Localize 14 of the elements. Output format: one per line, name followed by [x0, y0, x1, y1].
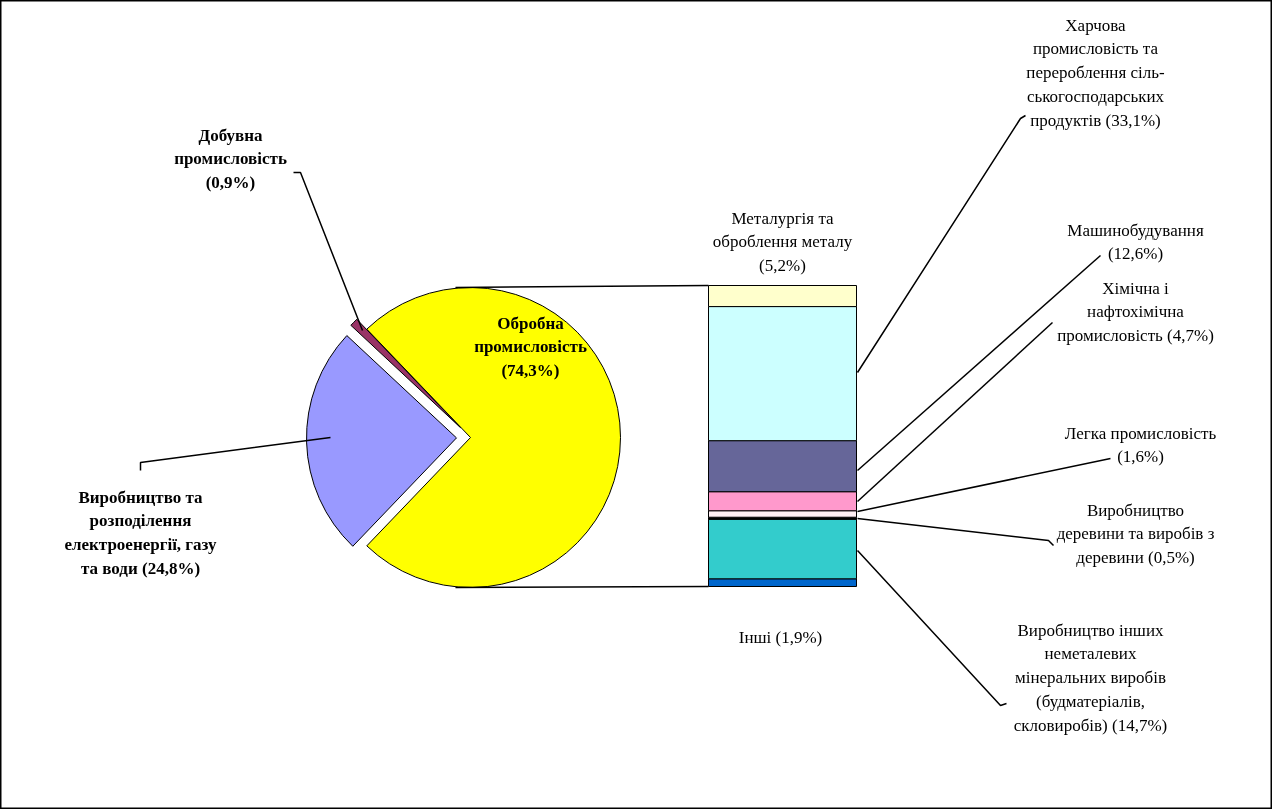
text: Інші (1,9%): [738, 627, 823, 647]
slice-label: Виробництво та розподілення електроенергії, газу та води (24,8%): [64, 487, 218, 578]
text: Легка промисловість: [1064, 423, 1217, 443]
data-label: (5,2%): [759, 256, 806, 275]
text: Виробництво деревини та виробів з деревини (0,5%): [1056, 500, 1215, 567]
slice-label: Обробна промисловість (74,3%): [474, 313, 587, 380]
data-label: (1,6%): [1117, 447, 1164, 467]
text: Машинобудування: [1067, 220, 1204, 240]
slice-label: Добувна промисловість (0,9%): [174, 125, 287, 192]
text: Металургія та оброблення металу: [712, 208, 853, 252]
text: Хімічна і нафтохімічна промисловість (4,7%): [1057, 278, 1214, 345]
data-label: (12,6%): [1107, 244, 1164, 264]
text: Харчова промисловість та перероблення сіль- ськогосподарських продуктів (33,1%): [1026, 15, 1165, 130]
text: Виробництво інших неметалевих мінеральних виробів (будматеріалів, скловиробів) (14,7%): [1013, 620, 1168, 735]
